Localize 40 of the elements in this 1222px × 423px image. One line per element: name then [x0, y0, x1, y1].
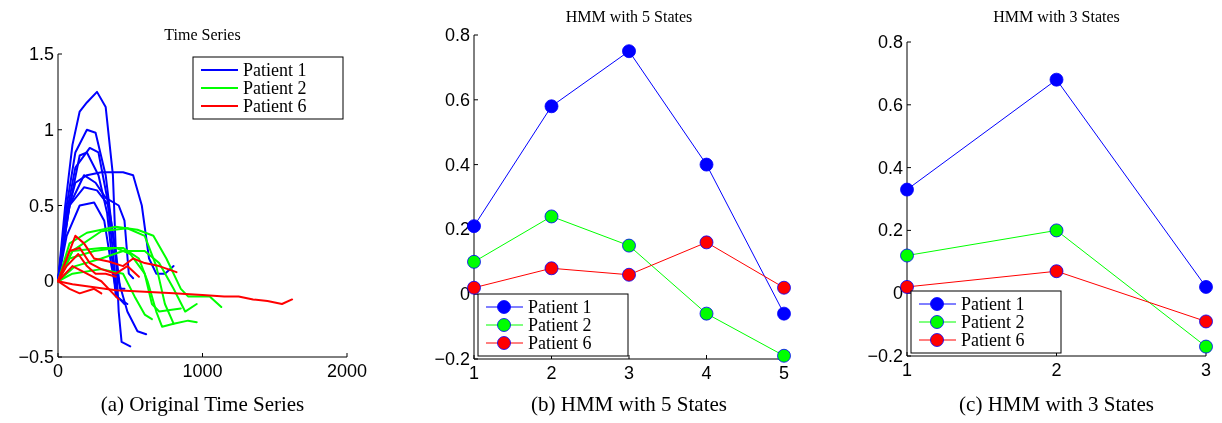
y-tick-label: 1.5 — [28, 44, 54, 64]
y-tick-label: −0.2 — [867, 346, 903, 366]
y-tick-label: 0.6 — [444, 89, 470, 110]
text: (a) Original Time Series — [100, 392, 305, 416]
chart-title: HMM with 3 States — [993, 8, 1120, 25]
y-tick-label: 0.8 — [877, 32, 903, 52]
y-tick-label: −0.2 — [434, 349, 470, 369]
y-tick-label: 0 — [459, 284, 470, 305]
x-tick-label: 1000 — [182, 361, 223, 381]
y-tick-label: 0.6 — [877, 94, 903, 115]
legend-label: Patient 2 — [961, 312, 1025, 332]
chart-title: Time Series — [164, 26, 241, 43]
legend-label: Patient 6 — [961, 330, 1025, 350]
text: (b) HMM with 5 States — [531, 392, 727, 416]
y-tick-label: 0.2 — [444, 219, 470, 240]
y-tick-label: 0 — [892, 283, 903, 304]
legend-label: Patient 6 — [528, 333, 592, 353]
y-tick-label: 0.2 — [877, 220, 903, 241]
x-tick-label: 3 — [1200, 360, 1212, 380]
x-tick-label: 5 — [778, 363, 790, 383]
x-tick-label: 2 — [546, 363, 557, 383]
text: (c) HMM with 3 States — [959, 392, 1154, 416]
legend-label: Patient 1 — [961, 294, 1025, 314]
y-tick-label: 0.5 — [28, 195, 54, 216]
x-tick-label: 2 — [1051, 360, 1062, 380]
legend-label: Patient 2 — [528, 315, 592, 335]
legend-label: Patient 1 — [528, 297, 592, 317]
x-tick-label: 4 — [701, 363, 712, 383]
legend-label: Patient 2 — [243, 78, 307, 98]
y-tick-label: 0.4 — [444, 154, 470, 175]
y-tick-label: 0.8 — [444, 25, 470, 45]
legend-label: Patient 6 — [243, 96, 307, 116]
x-tick-label: 2000 — [326, 361, 368, 381]
y-tick-label: 1 — [43, 119, 54, 140]
chart-title: HMM with 5 States — [565, 8, 693, 25]
y-tick-label: −0.5 — [18, 347, 54, 367]
x-tick-label: 3 — [623, 363, 635, 383]
y-tick-label: 0.4 — [877, 157, 903, 178]
y-tick-label: 0 — [43, 271, 54, 292]
legend-label: Patient 1 — [243, 60, 307, 80]
